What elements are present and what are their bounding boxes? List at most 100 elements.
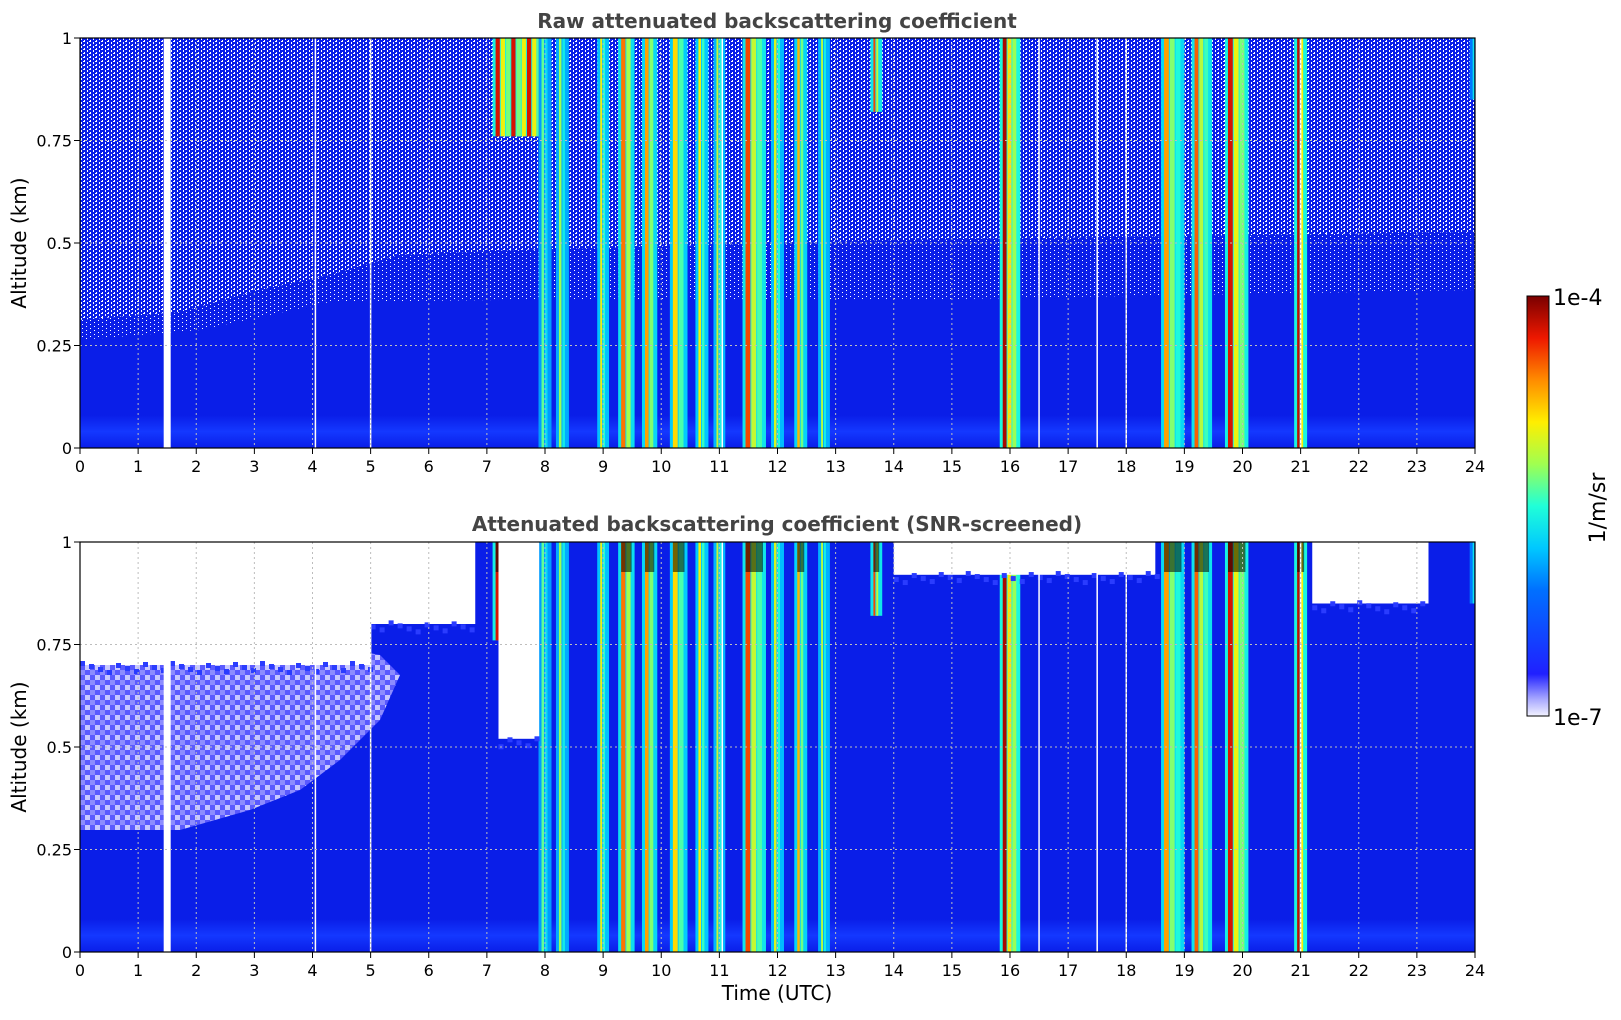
screen-speckle — [1100, 576, 1106, 582]
data-gap — [1096, 38, 1098, 448]
x-tick-label: 10 — [651, 457, 671, 476]
x-tick-label: 12 — [767, 961, 787, 980]
screen-speckle — [433, 625, 439, 631]
screen-speckle — [260, 661, 265, 666]
screen-speckle — [215, 666, 220, 671]
cloud-streak — [698, 542, 701, 952]
screen-speckle — [314, 669, 319, 674]
cloud-streak — [1002, 38, 1007, 448]
screen-speckle — [397, 623, 403, 629]
cloud-streak — [777, 38, 780, 448]
cloud-streak — [876, 38, 879, 112]
screen-speckle — [938, 572, 944, 578]
screen-speckle — [323, 662, 328, 667]
screen-speckle — [1411, 608, 1417, 614]
x-tick-label: 11 — [709, 961, 729, 980]
screen-speckle — [902, 580, 908, 586]
screen-speckle — [197, 670, 202, 675]
x-tick-label: 7 — [482, 457, 492, 476]
cloud-streak — [1297, 542, 1300, 952]
cloud-streak — [621, 38, 626, 448]
screen-speckle — [305, 666, 310, 671]
cloud-streak — [1169, 542, 1175, 952]
screened-region — [370, 542, 476, 624]
screen-speckle — [1393, 602, 1399, 608]
screen-speckle — [98, 667, 103, 672]
x-tick-label: 16 — [1000, 457, 1020, 476]
screen-speckle — [379, 627, 385, 633]
screen-speckle — [1028, 572, 1034, 578]
attenuation-mark — [672, 542, 685, 572]
y-tick-label: 0.75 — [36, 132, 72, 151]
screen-speckle — [89, 664, 94, 669]
data-gap — [1038, 542, 1040, 952]
colorbar: 1e-4 1e-7 1/m/sr — [1526, 286, 1611, 731]
cloud-streak — [541, 38, 544, 448]
screen-speckle — [350, 661, 355, 666]
y-tick-label: 0.5 — [47, 234, 72, 253]
screen-speckle — [269, 664, 274, 669]
panel2-grid — [80, 542, 1475, 952]
x-tick-label: 5 — [366, 457, 376, 476]
attenuation-mark — [1164, 542, 1182, 572]
y-tick-label: 1 — [62, 29, 72, 48]
cloud-streak — [698, 38, 701, 448]
screen-speckle — [1402, 605, 1408, 611]
screen-speckle — [406, 626, 412, 632]
screen-speckle — [296, 663, 301, 668]
x-tick-label: 0 — [75, 961, 85, 980]
screen-speckle — [929, 579, 935, 585]
x-tick-label: 3 — [249, 961, 259, 980]
cloud-streak — [506, 38, 511, 137]
cloud-streak — [1472, 38, 1475, 100]
x-tick-label: 4 — [307, 961, 317, 980]
x-tick-label: 14 — [884, 961, 904, 980]
y-tick-label: 0.5 — [47, 738, 72, 757]
screen-speckle — [116, 663, 121, 668]
screen-speckle — [1127, 575, 1133, 581]
screen-speckle — [1348, 607, 1354, 613]
x-tick-label: 21 — [1290, 457, 1310, 476]
attenuation-mark — [1227, 542, 1246, 572]
screen-speckle — [152, 665, 157, 670]
screened-region — [1312, 542, 1429, 604]
screen-speckle — [134, 669, 139, 674]
cloud-halo — [1469, 38, 1475, 100]
panel1-y-label: Altitude (km) — [7, 177, 31, 308]
screen-speckle — [1154, 574, 1160, 580]
screen-speckle — [188, 667, 193, 672]
screen-speckle — [341, 668, 346, 673]
x-tick-label: 22 — [1349, 961, 1369, 980]
screen-speckle — [442, 628, 448, 634]
screen-speckle — [278, 667, 283, 672]
attenuation-mark — [873, 542, 880, 572]
screen-speckle — [1312, 605, 1318, 611]
x-tick-label: 1 — [133, 961, 143, 980]
attenuation-mark — [1194, 542, 1210, 572]
screen-speckle — [143, 662, 148, 667]
cloud-streak — [797, 38, 800, 448]
data-gap — [721, 38, 724, 448]
cloud-halo — [1469, 542, 1475, 604]
x-tick-label: 13 — [825, 961, 845, 980]
x-tick-label: 18 — [1116, 457, 1136, 476]
screen-speckle — [233, 662, 238, 667]
screen-speckle — [1109, 579, 1115, 585]
x-axis-label: Time (UTC) — [721, 981, 833, 1005]
cloud-streak — [562, 542, 565, 952]
x-tick-label: 15 — [942, 457, 962, 476]
cloud-streak — [541, 542, 544, 952]
screen-speckle — [1019, 579, 1025, 585]
x-tick-label: 13 — [825, 457, 845, 476]
panel1-x-ticks: 0 1 2 3 4 5 6 7 8 9 10 11 12 13 14 15 16 17 18 19 20 21 22 23 24 — [75, 448, 1485, 476]
screen-speckle — [1330, 601, 1336, 607]
panel1-grid — [80, 38, 1475, 448]
screen-speckle — [1055, 571, 1061, 577]
x-tick-label: 17 — [1058, 961, 1078, 980]
screen-speckle — [956, 578, 962, 584]
screen-speckle — [469, 627, 475, 633]
attenuation-mark — [644, 542, 655, 572]
cloud-streak — [821, 38, 823, 448]
cloud-streak — [777, 542, 780, 952]
